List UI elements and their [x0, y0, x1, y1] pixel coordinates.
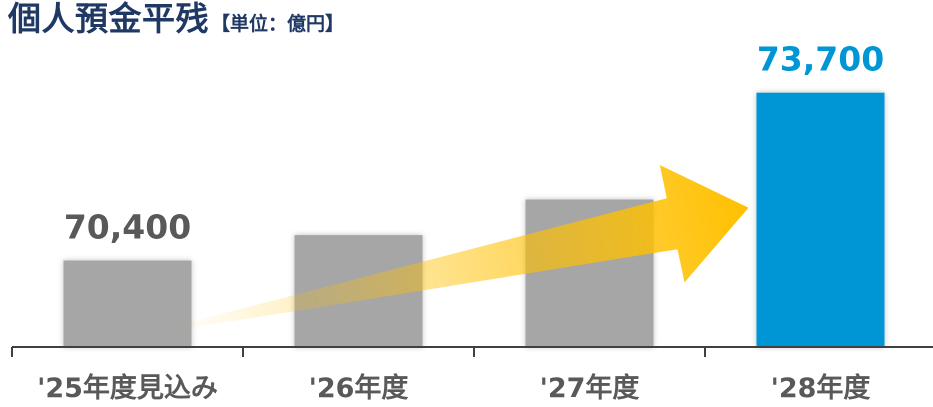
- x-tick-label-4: '28年度: [771, 372, 871, 404]
- bar-1: [63, 260, 192, 347]
- chart-title: 個人預金平残: [8, 0, 209, 38]
- unit-label: 【単位：億円】: [211, 13, 345, 35]
- data-label-1: 70,400: [64, 208, 191, 247]
- x-tick-label-1: '25年度見込み: [37, 372, 218, 404]
- labels-layer: 70,400 '25年度見込み '26年度 '27年度 73,700 '28年度: [37, 40, 884, 404]
- x-axis: [11, 346, 933, 357]
- chart-title-group: 個人預金平残 【単位：億円】: [8, 2, 344, 35]
- bar-4: [756, 92, 885, 347]
- x-tick-label-3: '27年度: [540, 372, 640, 404]
- x-tick-label-2: '26年度: [309, 372, 409, 404]
- data-label-4: 73,700: [757, 40, 884, 79]
- growth-arrow: [171, 165, 749, 331]
